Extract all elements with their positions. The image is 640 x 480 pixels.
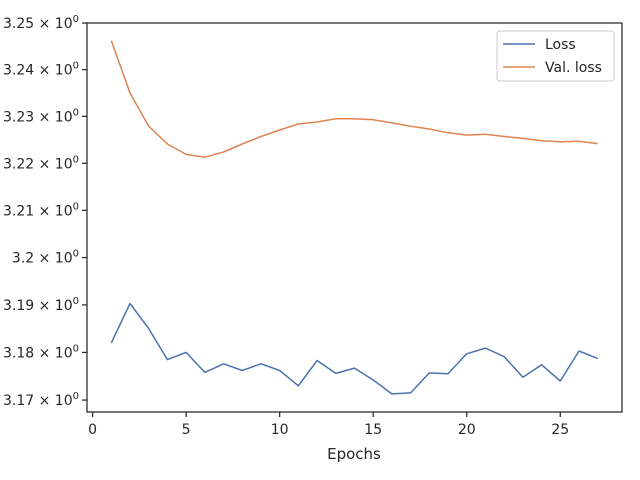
x-tick-label: 20 [458, 422, 476, 438]
x-axis-title: Epochs [327, 445, 381, 463]
y-tick-label: 3.18 × 100 [3, 343, 79, 361]
y-tick-label: 3.21 × 100 [3, 201, 79, 219]
x-tick-label: 15 [364, 422, 382, 438]
x-axis: 0 5 10 15 20 25 [88, 412, 569, 438]
series-loss-line [110, 302, 598, 395]
legend-label-loss: Loss [545, 37, 576, 53]
x-tick-label: 0 [88, 422, 97, 438]
y-tick-label: 3.2 × 100 [12, 249, 79, 267]
y-tick-label: 3.23 × 100 [3, 107, 79, 125]
y-axis: 3.17 × 100 3.18 × 100 3.19 × 100 3.2 × 100 3… [3, 14, 87, 409]
x-tick-label: 25 [551, 422, 569, 438]
y-tick-label: 3.24 × 100 [3, 61, 79, 79]
series-val-loss-line [110, 40, 598, 158]
plot-area [87, 23, 622, 412]
y-tick-label: 3.25 × 100 [3, 14, 79, 32]
axes-frame [86, 22, 623, 413]
x-tick-label: 10 [271, 422, 289, 438]
y-tick-label: 3.17 × 100 [3, 391, 79, 409]
legend: Loss Val. loss [496, 30, 615, 82]
x-tick-label: 5 [182, 422, 191, 438]
series-lines [110, 40, 598, 395]
y-tick-label: 3.19 × 100 [3, 296, 79, 314]
y-tick-label: 3.22 × 100 [3, 154, 79, 172]
legend-label-val-loss: Val. loss [545, 60, 602, 76]
